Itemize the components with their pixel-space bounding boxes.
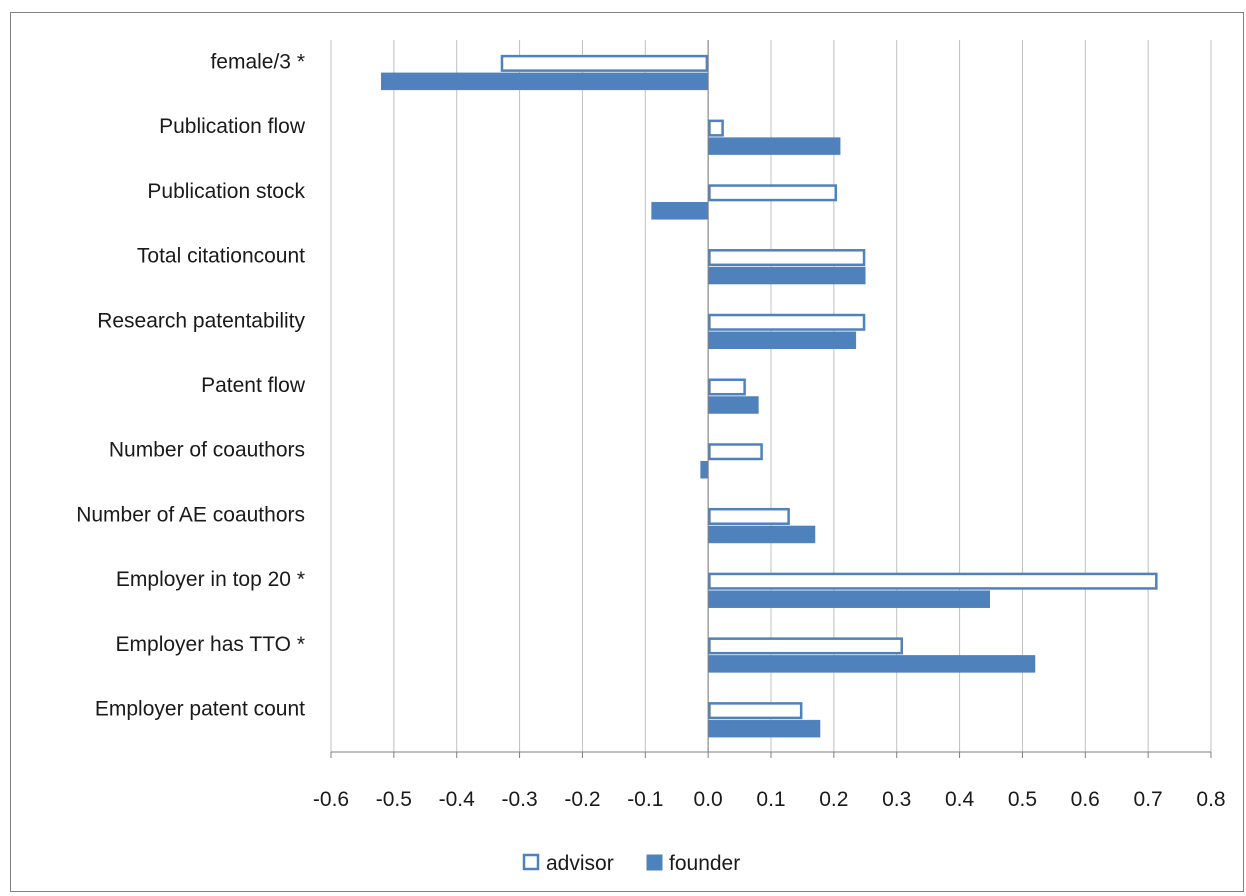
bar-founder [651, 202, 709, 220]
category-label: female/3 * [210, 50, 305, 73]
chart-frame [10, 12, 1244, 892]
x-tick-label: 0.7 [1134, 788, 1163, 811]
legend-label-founder: founder [669, 852, 740, 875]
x-tick-label: -0.6 [313, 788, 349, 811]
bar-advisor [708, 313, 866, 331]
bar-founder [707, 331, 857, 350]
category-label: Total citationcount [137, 245, 305, 268]
category-label: Employer in top 20 * [116, 568, 305, 591]
category-label: Employer has TTO * [116, 633, 305, 656]
bars [381, 54, 1158, 738]
x-tick-label: -0.4 [439, 788, 476, 811]
category-labels: female/3 * Publication flow Publication st… [76, 50, 306, 720]
bar-advisor [708, 249, 866, 267]
category-label: Employer patent count [95, 698, 305, 721]
x-tick-label: 0.0 [694, 788, 723, 811]
legend-label-advisor: advisor [546, 852, 614, 875]
legend-swatch-founder [646, 854, 663, 871]
bar-advisor [500, 54, 709, 72]
legend-swatch-advisor [522, 853, 540, 871]
x-tick-label: -0.1 [627, 788, 663, 811]
bar-founder [707, 719, 821, 738]
bar-advisor [708, 119, 724, 137]
x-tick-label: -0.5 [376, 788, 412, 811]
x-tick-label: -0.2 [564, 788, 600, 811]
bar-founder [707, 655, 1036, 673]
category-label: Publication stock [147, 180, 305, 203]
x-tick-label: 0.4 [945, 788, 975, 811]
category-label: Patent flow [201, 374, 306, 397]
x-tick-label: 0.1 [756, 788, 785, 811]
bar-advisor [708, 637, 904, 655]
category-label: Number of coauthors [109, 439, 305, 462]
bar-founder [381, 72, 709, 91]
bar-founder [707, 396, 759, 414]
bar-advisor [708, 507, 790, 525]
bar-founder [707, 590, 990, 608]
category-label: Number of AE coauthors [76, 503, 305, 526]
x-tick-label: -0.3 [501, 788, 537, 811]
bar-founder [707, 266, 866, 285]
bar-advisor [708, 702, 803, 720]
bar-advisor [708, 184, 838, 202]
bar-founder [707, 137, 841, 155]
x-axis: -0.6 -0.5 -0.4 -0.3 -0.2 -0.1 0.0 0.1 0.2 0.3 0.4 0… [313, 40, 1226, 811]
x-tick-label: 0.5 [1008, 788, 1037, 811]
x-tick-label: 0.2 [819, 788, 848, 811]
bar-advisor [708, 378, 746, 396]
bar-advisor [708, 572, 1158, 590]
legend: advisor founder [522, 852, 740, 875]
category-label: Publication flow [159, 115, 306, 138]
x-tick-label: 0.8 [1196, 788, 1225, 811]
x-tick-label: 0.6 [1071, 788, 1100, 811]
x-tick-label: 0.3 [882, 788, 911, 811]
bar-founder [700, 460, 709, 479]
bar-founder [707, 525, 816, 544]
category-label: Research patentability [97, 309, 305, 332]
bar-advisor [708, 443, 763, 461]
